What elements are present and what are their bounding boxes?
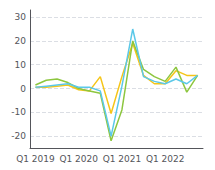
svg-text:Q1 2021: Q1 2021 xyxy=(103,154,142,164)
svg-text:20: 20 xyxy=(15,36,27,46)
svg-text:30: 30 xyxy=(15,12,27,22)
svg-text:-20: -20 xyxy=(11,131,26,141)
svg-text:Q1 2019: Q1 2019 xyxy=(16,154,55,164)
svg-text:10: 10 xyxy=(15,60,27,70)
svg-text:0: 0 xyxy=(20,84,26,94)
svg-text:Q1 2022: Q1 2022 xyxy=(146,154,185,164)
svg-text:Q1 2020: Q1 2020 xyxy=(59,154,98,164)
svg-text:-10: -10 xyxy=(11,107,26,117)
